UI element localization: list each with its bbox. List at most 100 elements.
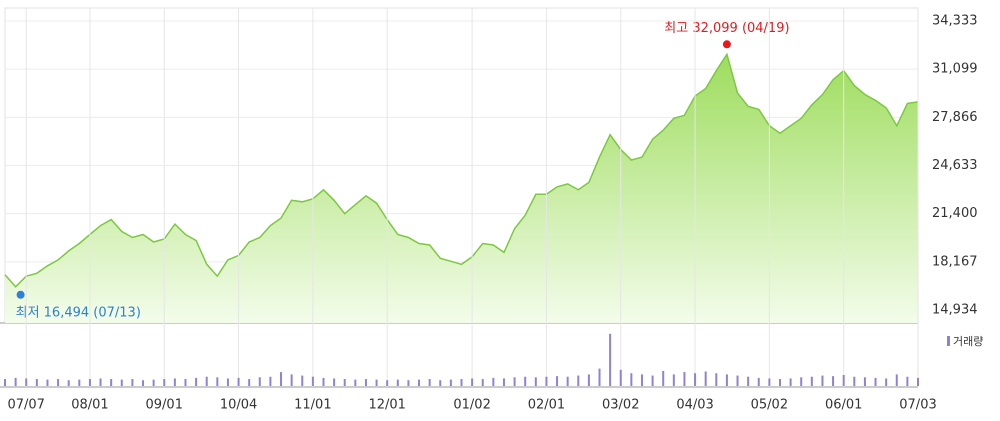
volume-bar	[577, 375, 580, 386]
volume-bar	[917, 377, 919, 386]
volume-bar	[57, 379, 60, 386]
x-tick-label: 02/01	[528, 398, 565, 413]
volume-bar	[428, 379, 431, 386]
volume-bar	[747, 376, 750, 386]
volume-bar	[566, 376, 569, 386]
volume-bar	[694, 373, 697, 386]
volume-bar	[874, 377, 877, 386]
volume-bar	[906, 376, 909, 386]
volume-bar	[534, 377, 537, 386]
volume-bar	[619, 369, 622, 386]
x-tick-label: 05/02	[751, 398, 788, 413]
volume-bar	[322, 377, 325, 386]
volume-bar	[311, 376, 314, 386]
volume-bar	[885, 378, 888, 386]
min-label: 최저 16,494 (07/13)	[16, 305, 141, 320]
y-tick-label: 31,099	[932, 62, 978, 77]
y-tick-label: 18,167	[932, 254, 978, 269]
volume-bar	[35, 379, 38, 386]
x-tick-label: 04/03	[676, 398, 713, 413]
volume-bar	[343, 379, 346, 386]
volume-bar	[418, 379, 421, 386]
volume-bar	[502, 378, 505, 386]
x-tick-label: 03/02	[602, 398, 639, 413]
area-fill	[5, 54, 918, 324]
volume-bar	[14, 377, 17, 386]
volume-bar	[195, 377, 198, 386]
volume-bar	[810, 376, 813, 386]
volume-bar	[173, 378, 176, 386]
volume-bar	[354, 379, 357, 386]
volume-bar	[725, 374, 728, 386]
x-tick-label: 08/01	[71, 398, 108, 413]
volume-bar	[46, 379, 49, 386]
volume-bar	[333, 378, 336, 386]
volume-bar	[800, 377, 803, 386]
volume-bar	[375, 379, 378, 386]
volume-bar	[184, 379, 187, 386]
max-label: 최고 32,099 (04/19)	[664, 21, 789, 36]
volume-bar	[598, 368, 601, 386]
volume-bar	[449, 379, 452, 386]
x-tick-label: 10/04	[220, 398, 257, 413]
volume-bar	[280, 372, 283, 386]
x-tick-label: 07/03	[899, 398, 936, 413]
volume-bar	[407, 380, 410, 386]
volume-bar	[396, 379, 399, 386]
volume-bar	[863, 377, 866, 386]
volume-bar	[683, 372, 686, 386]
volume-bar	[895, 374, 898, 386]
volume-bar	[152, 379, 155, 386]
volume-bar	[545, 376, 548, 386]
volume-bar	[640, 374, 643, 386]
volume-bar	[736, 375, 739, 386]
volume-bar	[67, 380, 70, 386]
y-tick-label: 21,400	[932, 206, 978, 221]
volume-bar	[778, 379, 781, 386]
volume-bar	[364, 379, 367, 386]
volume-bar	[651, 375, 654, 386]
x-tick-label: 09/01	[146, 398, 183, 413]
y-tick-label: 34,333	[932, 14, 978, 29]
x-tick-label: 06/01	[825, 398, 862, 413]
volume-bar	[662, 370, 665, 386]
volume-bar	[163, 379, 166, 386]
volume-bar	[439, 380, 442, 386]
volume-bar	[832, 376, 835, 386]
volume-bar	[216, 377, 219, 386]
volume-bar	[269, 376, 272, 386]
x-tick-label: 11/01	[294, 398, 331, 413]
volume-bar	[25, 378, 28, 386]
volume-bar	[110, 379, 113, 386]
max-marker	[722, 40, 731, 49]
volume-bar	[768, 378, 771, 386]
volume-bar	[120, 379, 123, 386]
volume-bar	[471, 378, 474, 386]
volume-bar	[630, 373, 633, 386]
volume-bar	[672, 374, 675, 386]
volume-bar	[226, 378, 229, 386]
volume-bar	[205, 376, 208, 386]
volume-bar	[131, 379, 134, 386]
volume-bar	[4, 379, 6, 386]
y-tick-label: 27,866	[932, 110, 978, 125]
volume-bar	[481, 379, 484, 386]
volume-bar	[290, 374, 293, 386]
volume-bar	[386, 380, 389, 386]
volume-bar	[142, 380, 145, 386]
volume-bar	[757, 377, 760, 386]
x-tick-label: 12/01	[368, 398, 405, 413]
y-tick-label: 14,934	[932, 303, 978, 318]
volume-bar	[556, 376, 559, 386]
volume-bar	[88, 379, 91, 386]
volume-bar	[492, 377, 495, 386]
x-tick-label: 07/07	[7, 398, 44, 413]
volume-bar	[237, 377, 240, 386]
volume-bar	[821, 375, 824, 386]
volume-bar	[513, 377, 516, 386]
volume-bar	[853, 376, 856, 386]
volume-bar	[301, 375, 304, 386]
legend-swatch	[947, 336, 950, 346]
volume-bar	[78, 379, 81, 386]
